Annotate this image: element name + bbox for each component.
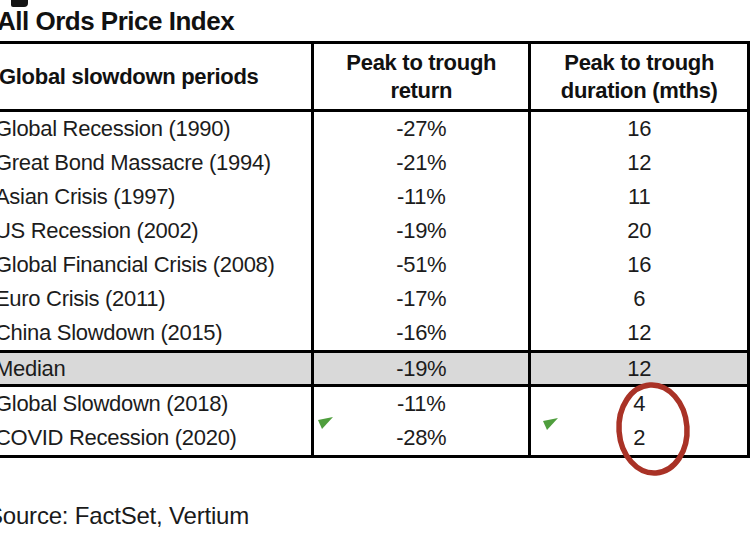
column-header-duration-line1: Peak to trough [531,49,747,77]
duration-cell: 16 [530,248,749,282]
period-cell: Great Bond Massacre (1994) [0,146,313,180]
table-row: China Slowdown (2015) -16% 12 [0,316,749,352]
return-cell: -11% [313,386,530,422]
return-cell: -51% [313,248,530,282]
column-header-duration-line2: duration (mths) [531,77,747,105]
duration-cell: 16 [530,111,749,147]
period-cell: US Recession (2002) [0,214,313,248]
duration-cell: 20 [530,214,749,248]
return-cell: -28% [313,421,530,457]
period-cell: Median [0,352,313,386]
duration-cell: 12 [530,316,749,352]
return-cell: -16% [313,316,530,352]
duration-cell: 12 [530,146,749,180]
return-cell: -21% [313,146,530,180]
green-flag-icon [543,418,559,431]
column-header-return-line2: return [314,77,528,105]
page-title: All Ords Price Index [0,6,234,37]
table-row: Global Financial Crisis (2008) -51% 16 [0,248,749,282]
return-cell: -27% [313,111,530,147]
column-header-return: Peak to trough return [313,43,530,111]
table-row: Global Recession (1990) -27% 16 [0,111,749,147]
table-row: Great Bond Massacre (1994) -21% 12 [0,146,749,180]
table-row: Asian Crisis (1997) -11% 11 [0,180,749,214]
period-cell: Global Slowdown (2018) [0,386,313,422]
column-header-periods: Global slowdown periods [0,43,313,111]
red-circle-annotation-icon [610,377,697,480]
return-cell: -19% [313,214,530,248]
column-header-duration: Peak to trough duration (mths) [530,43,749,111]
period-cell: Global Recession (1990) [0,111,313,147]
column-header-return-line1: Peak to trough [314,49,528,77]
period-cell: Asian Crisis (1997) [0,180,313,214]
return-cell: -17% [313,282,530,316]
period-cell: COVID Recession (2020) [0,421,313,457]
duration-cell: 11 [530,180,749,214]
header-row: Global slowdown periods Peak to trough r… [0,43,749,111]
table-row: US Recession (2002) -19% 20 [0,214,749,248]
duration-cell: 6 [530,282,749,316]
table-row: Euro Crisis (2011) -17% 6 [0,282,749,316]
period-cell: China Slowdown (2015) [0,316,313,352]
green-flag-icon [318,417,334,430]
period-cell: Euro Crisis (2011) [0,282,313,316]
source-caption: Source: FactSet, Vertium [0,502,249,530]
column-header-periods-label: Global slowdown periods [0,63,311,91]
period-cell: Global Financial Crisis (2008) [0,248,313,282]
return-cell: -11% [313,180,530,214]
return-cell: -19% [313,352,530,386]
